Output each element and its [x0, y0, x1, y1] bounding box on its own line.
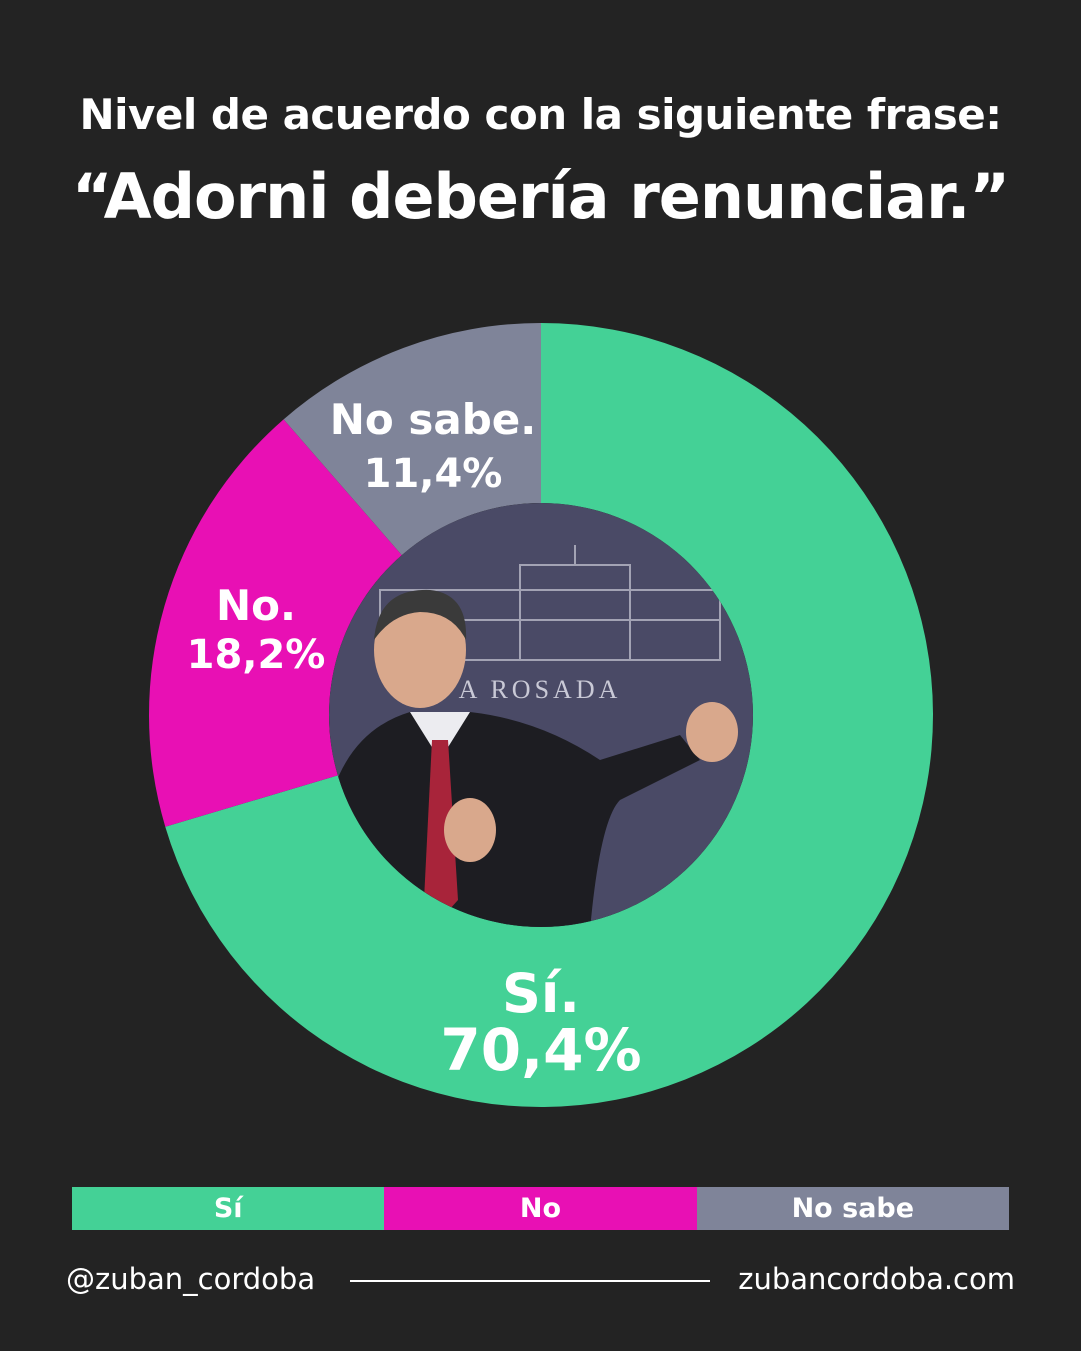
slice-label-value-1: 18,2% [187, 632, 326, 678]
slice-label-name-0: Sí. [502, 962, 580, 1025]
social-handle: @zuban_cordoba [66, 1262, 316, 1296]
slice-label-value-2: 11,4% [364, 451, 503, 497]
legend-item-si: Sí [72, 1187, 385, 1230]
footer-divider [350, 1280, 710, 1282]
slice-label-name-2: No sabe. [330, 395, 536, 444]
title-line-2: “Adorni debería renunciar.” [71, 160, 1010, 233]
legend-item-no: No [384, 1187, 697, 1230]
slice-si [165, 323, 933, 1108]
svg-text:A ROSADA: A ROSADA [459, 675, 622, 704]
title-line-1: Nivel de acuerdo con la siguiente frase: [79, 90, 1002, 139]
slice-label-value-0: 70,4% [440, 1016, 641, 1084]
legend: Sí No No sabe [72, 1187, 1009, 1230]
legend-item-no-sabe: No sabe [696, 1187, 1009, 1230]
website-link: zubancordoba.com [738, 1262, 1015, 1296]
slice-no [149, 419, 402, 827]
slice-no-sabe [283, 323, 541, 556]
center-photo: A ROSADA [329, 503, 753, 927]
slice-label-name-1: No. [216, 581, 296, 630]
